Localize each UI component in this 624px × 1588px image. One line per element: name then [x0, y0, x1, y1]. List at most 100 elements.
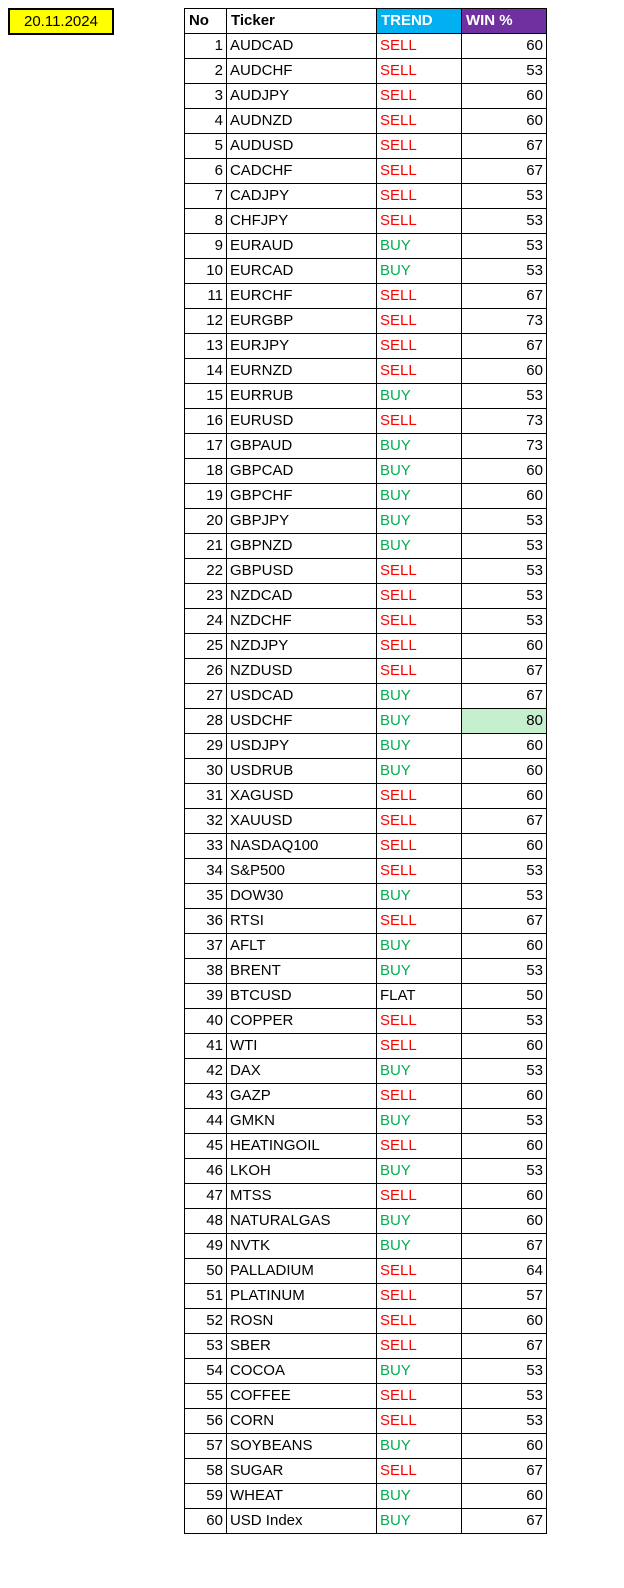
cell-no: 18	[184, 459, 226, 484]
cell-ticker: WHEAT	[226, 1484, 376, 1509]
cell-win: 60	[461, 359, 546, 384]
cell-trend: BUY	[376, 1234, 461, 1259]
header-no: No	[184, 9, 226, 34]
cell-no: 54	[184, 1359, 226, 1384]
cell-no: 30	[184, 759, 226, 784]
signals-table: No Ticker TREND WIN % 1AUDCADSELL602AUDC…	[184, 8, 547, 1534]
table-row: 41WTISELL60	[184, 1034, 546, 1059]
cell-win: 53	[461, 959, 546, 984]
cell-win: 53	[461, 384, 546, 409]
cell-ticker: NVTK	[226, 1234, 376, 1259]
cell-no: 31	[184, 784, 226, 809]
cell-no: 20	[184, 509, 226, 534]
table-row: 36RTSISELL67	[184, 909, 546, 934]
table-row: 25NZDJPYSELL60	[184, 634, 546, 659]
cell-win: 60	[461, 1209, 546, 1234]
cell-trend: BUY	[376, 534, 461, 559]
cell-win: 53	[461, 609, 546, 634]
cell-trend: SELL	[376, 84, 461, 109]
table-row: 14EURNZDSELL60	[184, 359, 546, 384]
cell-ticker: WTI	[226, 1034, 376, 1059]
table-row: 37AFLTBUY60	[184, 934, 546, 959]
cell-trend: BUY	[376, 709, 461, 734]
cell-ticker: SUGAR	[226, 1459, 376, 1484]
cell-ticker: AUDNZD	[226, 109, 376, 134]
cell-no: 57	[184, 1434, 226, 1459]
cell-win: 53	[461, 859, 546, 884]
table-row: 15EURRUBBUY53	[184, 384, 546, 409]
cell-trend: BUY	[376, 1359, 461, 1384]
cell-trend: SELL	[376, 1284, 461, 1309]
cell-ticker: EURCAD	[226, 259, 376, 284]
table-row: 26NZDUSDSELL67	[184, 659, 546, 684]
cell-no: 21	[184, 534, 226, 559]
cell-trend: SELL	[376, 1259, 461, 1284]
cell-win: 53	[461, 1384, 546, 1409]
table-row: 52ROSNSELL60	[184, 1309, 546, 1334]
cell-trend: SELL	[376, 1409, 461, 1434]
cell-ticker: COFFEE	[226, 1384, 376, 1409]
cell-ticker: USDCHF	[226, 709, 376, 734]
cell-win: 67	[461, 809, 546, 834]
cell-trend: BUY	[376, 1209, 461, 1234]
cell-no: 17	[184, 434, 226, 459]
cell-trend: SELL	[376, 809, 461, 834]
cell-win: 60	[461, 484, 546, 509]
cell-win: 53	[461, 209, 546, 234]
cell-no: 15	[184, 384, 226, 409]
cell-win: 53	[461, 509, 546, 534]
cell-no: 53	[184, 1334, 226, 1359]
table-row: 17GBPAUDBUY73	[184, 434, 546, 459]
cell-trend: SELL	[376, 209, 461, 234]
cell-no: 35	[184, 884, 226, 909]
cell-ticker: GBPCHF	[226, 484, 376, 509]
cell-ticker: EURUSD	[226, 409, 376, 434]
table-row: 58SUGARSELL67	[184, 1459, 546, 1484]
cell-trend: BUY	[376, 884, 461, 909]
cell-trend: SELL	[376, 159, 461, 184]
table-row: 18GBPCADBUY60	[184, 459, 546, 484]
cell-trend: SELL	[376, 134, 461, 159]
cell-trend: SELL	[376, 1384, 461, 1409]
cell-trend: SELL	[376, 359, 461, 384]
cell-no: 43	[184, 1084, 226, 1109]
cell-no: 23	[184, 584, 226, 609]
table-row: 27USDCADBUY67	[184, 684, 546, 709]
cell-trend: SELL	[376, 1459, 461, 1484]
table-row: 2AUDCHFSELL53	[184, 59, 546, 84]
cell-no: 2	[184, 59, 226, 84]
cell-no: 41	[184, 1034, 226, 1059]
table-row: 39BTCUSDFLAT50	[184, 984, 546, 1009]
cell-ticker: DAX	[226, 1059, 376, 1084]
cell-ticker: NZDCHF	[226, 609, 376, 634]
table-row: 49NVTKBUY67	[184, 1234, 546, 1259]
cell-win: 53	[461, 884, 546, 909]
cell-trend: SELL	[376, 309, 461, 334]
table-row: 51PLATINUMSELL57	[184, 1284, 546, 1309]
cell-no: 24	[184, 609, 226, 634]
cell-win: 53	[461, 1059, 546, 1084]
cell-no: 46	[184, 1159, 226, 1184]
cell-trend: BUY	[376, 1159, 461, 1184]
header-ticker: Ticker	[226, 9, 376, 34]
table-row: 21GBPNZDBUY53	[184, 534, 546, 559]
cell-no: 49	[184, 1234, 226, 1259]
cell-trend: BUY	[376, 734, 461, 759]
cell-ticker: NZDUSD	[226, 659, 376, 684]
cell-trend: SELL	[376, 834, 461, 859]
cell-no: 22	[184, 559, 226, 584]
cell-ticker: XAGUSD	[226, 784, 376, 809]
table-row: 59WHEATBUY60	[184, 1484, 546, 1509]
cell-trend: SELL	[376, 909, 461, 934]
cell-trend: SELL	[376, 284, 461, 309]
cell-trend: BUY	[376, 484, 461, 509]
cell-ticker: CORN	[226, 1409, 376, 1434]
cell-win: 73	[461, 409, 546, 434]
cell-no: 25	[184, 634, 226, 659]
cell-trend: BUY	[376, 1509, 461, 1534]
cell-no: 38	[184, 959, 226, 984]
cell-win: 53	[461, 234, 546, 259]
cell-trend: BUY	[376, 759, 461, 784]
cell-no: 6	[184, 159, 226, 184]
cell-ticker: NATURALGAS	[226, 1209, 376, 1234]
